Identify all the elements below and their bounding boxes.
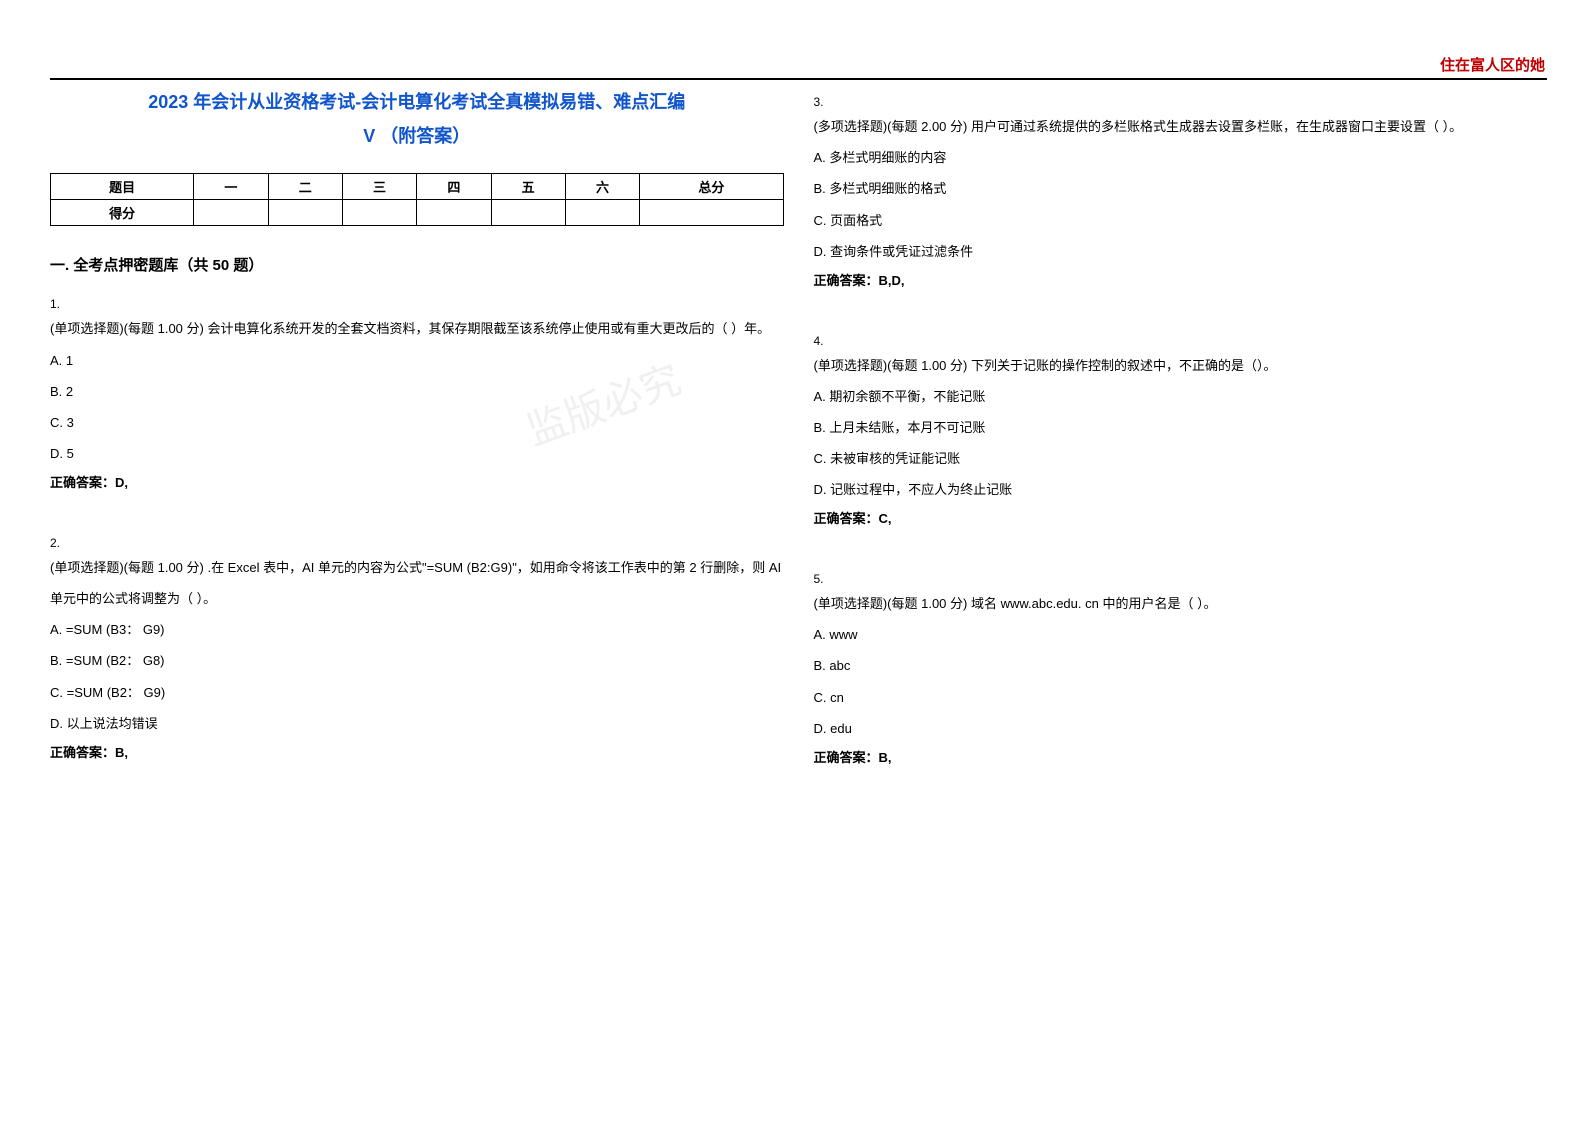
question-number: 4.	[814, 334, 1548, 348]
question-option: A. www	[814, 619, 1548, 650]
column-left: 2023 年会计从业资格考试-会计电算化考试全真模拟易错、难点汇编 V （附答案…	[50, 85, 784, 1082]
score-th: 二	[268, 174, 342, 200]
question-option: A. =SUM (B3： G9)	[50, 614, 784, 645]
question-text: (多项选择题)(每题 2.00 分) 用户可通过系统提供的多栏账格式生成器去设置…	[814, 111, 1548, 142]
question-number: 2.	[50, 536, 784, 550]
question-option: A. 期初余额不平衡，不能记账	[814, 381, 1548, 412]
score-cell	[565, 200, 639, 226]
score-cell	[342, 200, 416, 226]
question-number: 5.	[814, 572, 1548, 586]
question-text: (单项选择题)(每题 1.00 分) .在 Excel 表中，AI 单元的内容为…	[50, 552, 784, 614]
score-th: 题目	[51, 174, 194, 200]
score-table-header-row: 题目 一 二 三 四 五 六 总分	[51, 174, 784, 200]
score-table: 题目 一 二 三 四 五 六 总分 得分	[50, 173, 784, 226]
page-columns: 2023 年会计从业资格考试-会计电算化考试全真模拟易错、难点汇编 V （附答案…	[50, 85, 1547, 1082]
question-answer: 正确答案：C,	[814, 505, 1548, 534]
question-option: B. 2	[50, 376, 784, 407]
score-th: 总分	[640, 174, 783, 200]
question-option: C. =SUM (B2： G9)	[50, 677, 784, 708]
question-text: (单项选择题)(每题 1.00 分) 域名 www.abc.edu. cn 中的…	[814, 588, 1548, 619]
score-th: 六	[565, 174, 639, 200]
question-option: C. 未被审核的凭证能记账	[814, 443, 1548, 474]
question-answer: 正确答案：B,D,	[814, 267, 1548, 296]
question-answer: 正确答案：B,	[814, 744, 1548, 773]
question-option: C. 页面格式	[814, 205, 1548, 236]
question-text: (单项选择题)(每题 1.00 分) 会计电算化系统开发的全套文档资料，其保存期…	[50, 313, 784, 344]
doc-title-line2: V （附答案）	[50, 119, 784, 153]
question-number: 3.	[814, 95, 1548, 109]
question-answer: 正确答案：D,	[50, 469, 784, 498]
question-option: B. 上月未结账，本月不可记账	[814, 412, 1548, 443]
header-rule	[50, 78, 1547, 80]
question-text: (单项选择题)(每题 1.00 分) 下列关于记账的操作控制的叙述中，不正确的是…	[814, 350, 1548, 381]
score-table-score-row: 得分	[51, 200, 784, 226]
score-cell	[268, 200, 342, 226]
question-option: A. 1	[50, 345, 784, 376]
question-option: B. abc	[814, 650, 1548, 681]
score-cell	[417, 200, 491, 226]
question-answer: 正确答案：B,	[50, 739, 784, 768]
doc-title-line1: 2023 年会计从业资格考试-会计电算化考试全真模拟易错、难点汇编	[50, 85, 784, 119]
question-option: B. 多栏式明细账的格式	[814, 173, 1548, 204]
question-option: D. 以上说法均错误	[50, 708, 784, 739]
question-option: D. edu	[814, 713, 1548, 744]
score-cell	[194, 200, 268, 226]
question-option: C. cn	[814, 682, 1548, 713]
question-option: C. 3	[50, 407, 784, 438]
question-number: 1.	[50, 297, 784, 311]
score-th: 一	[194, 174, 268, 200]
score-cell	[640, 200, 783, 226]
question-option: D. 5	[50, 438, 784, 469]
question-option: A. 多栏式明细账的内容	[814, 142, 1548, 173]
score-cell	[491, 200, 565, 226]
score-row-label: 得分	[51, 200, 194, 226]
section-header: 一. 全考点押密题库（共 50 题）	[50, 254, 784, 275]
page-header-right: 住在富人区的她	[1440, 54, 1545, 75]
score-th: 四	[417, 174, 491, 200]
column-right: 3. (多项选择题)(每题 2.00 分) 用户可通过系统提供的多栏账格式生成器…	[814, 85, 1548, 1082]
score-th: 三	[342, 174, 416, 200]
score-th: 五	[491, 174, 565, 200]
question-option: D. 查询条件或凭证过滤条件	[814, 236, 1548, 267]
question-option: D. 记账过程中，不应人为终止记账	[814, 474, 1548, 505]
question-option: B. =SUM (B2： G8)	[50, 645, 784, 676]
